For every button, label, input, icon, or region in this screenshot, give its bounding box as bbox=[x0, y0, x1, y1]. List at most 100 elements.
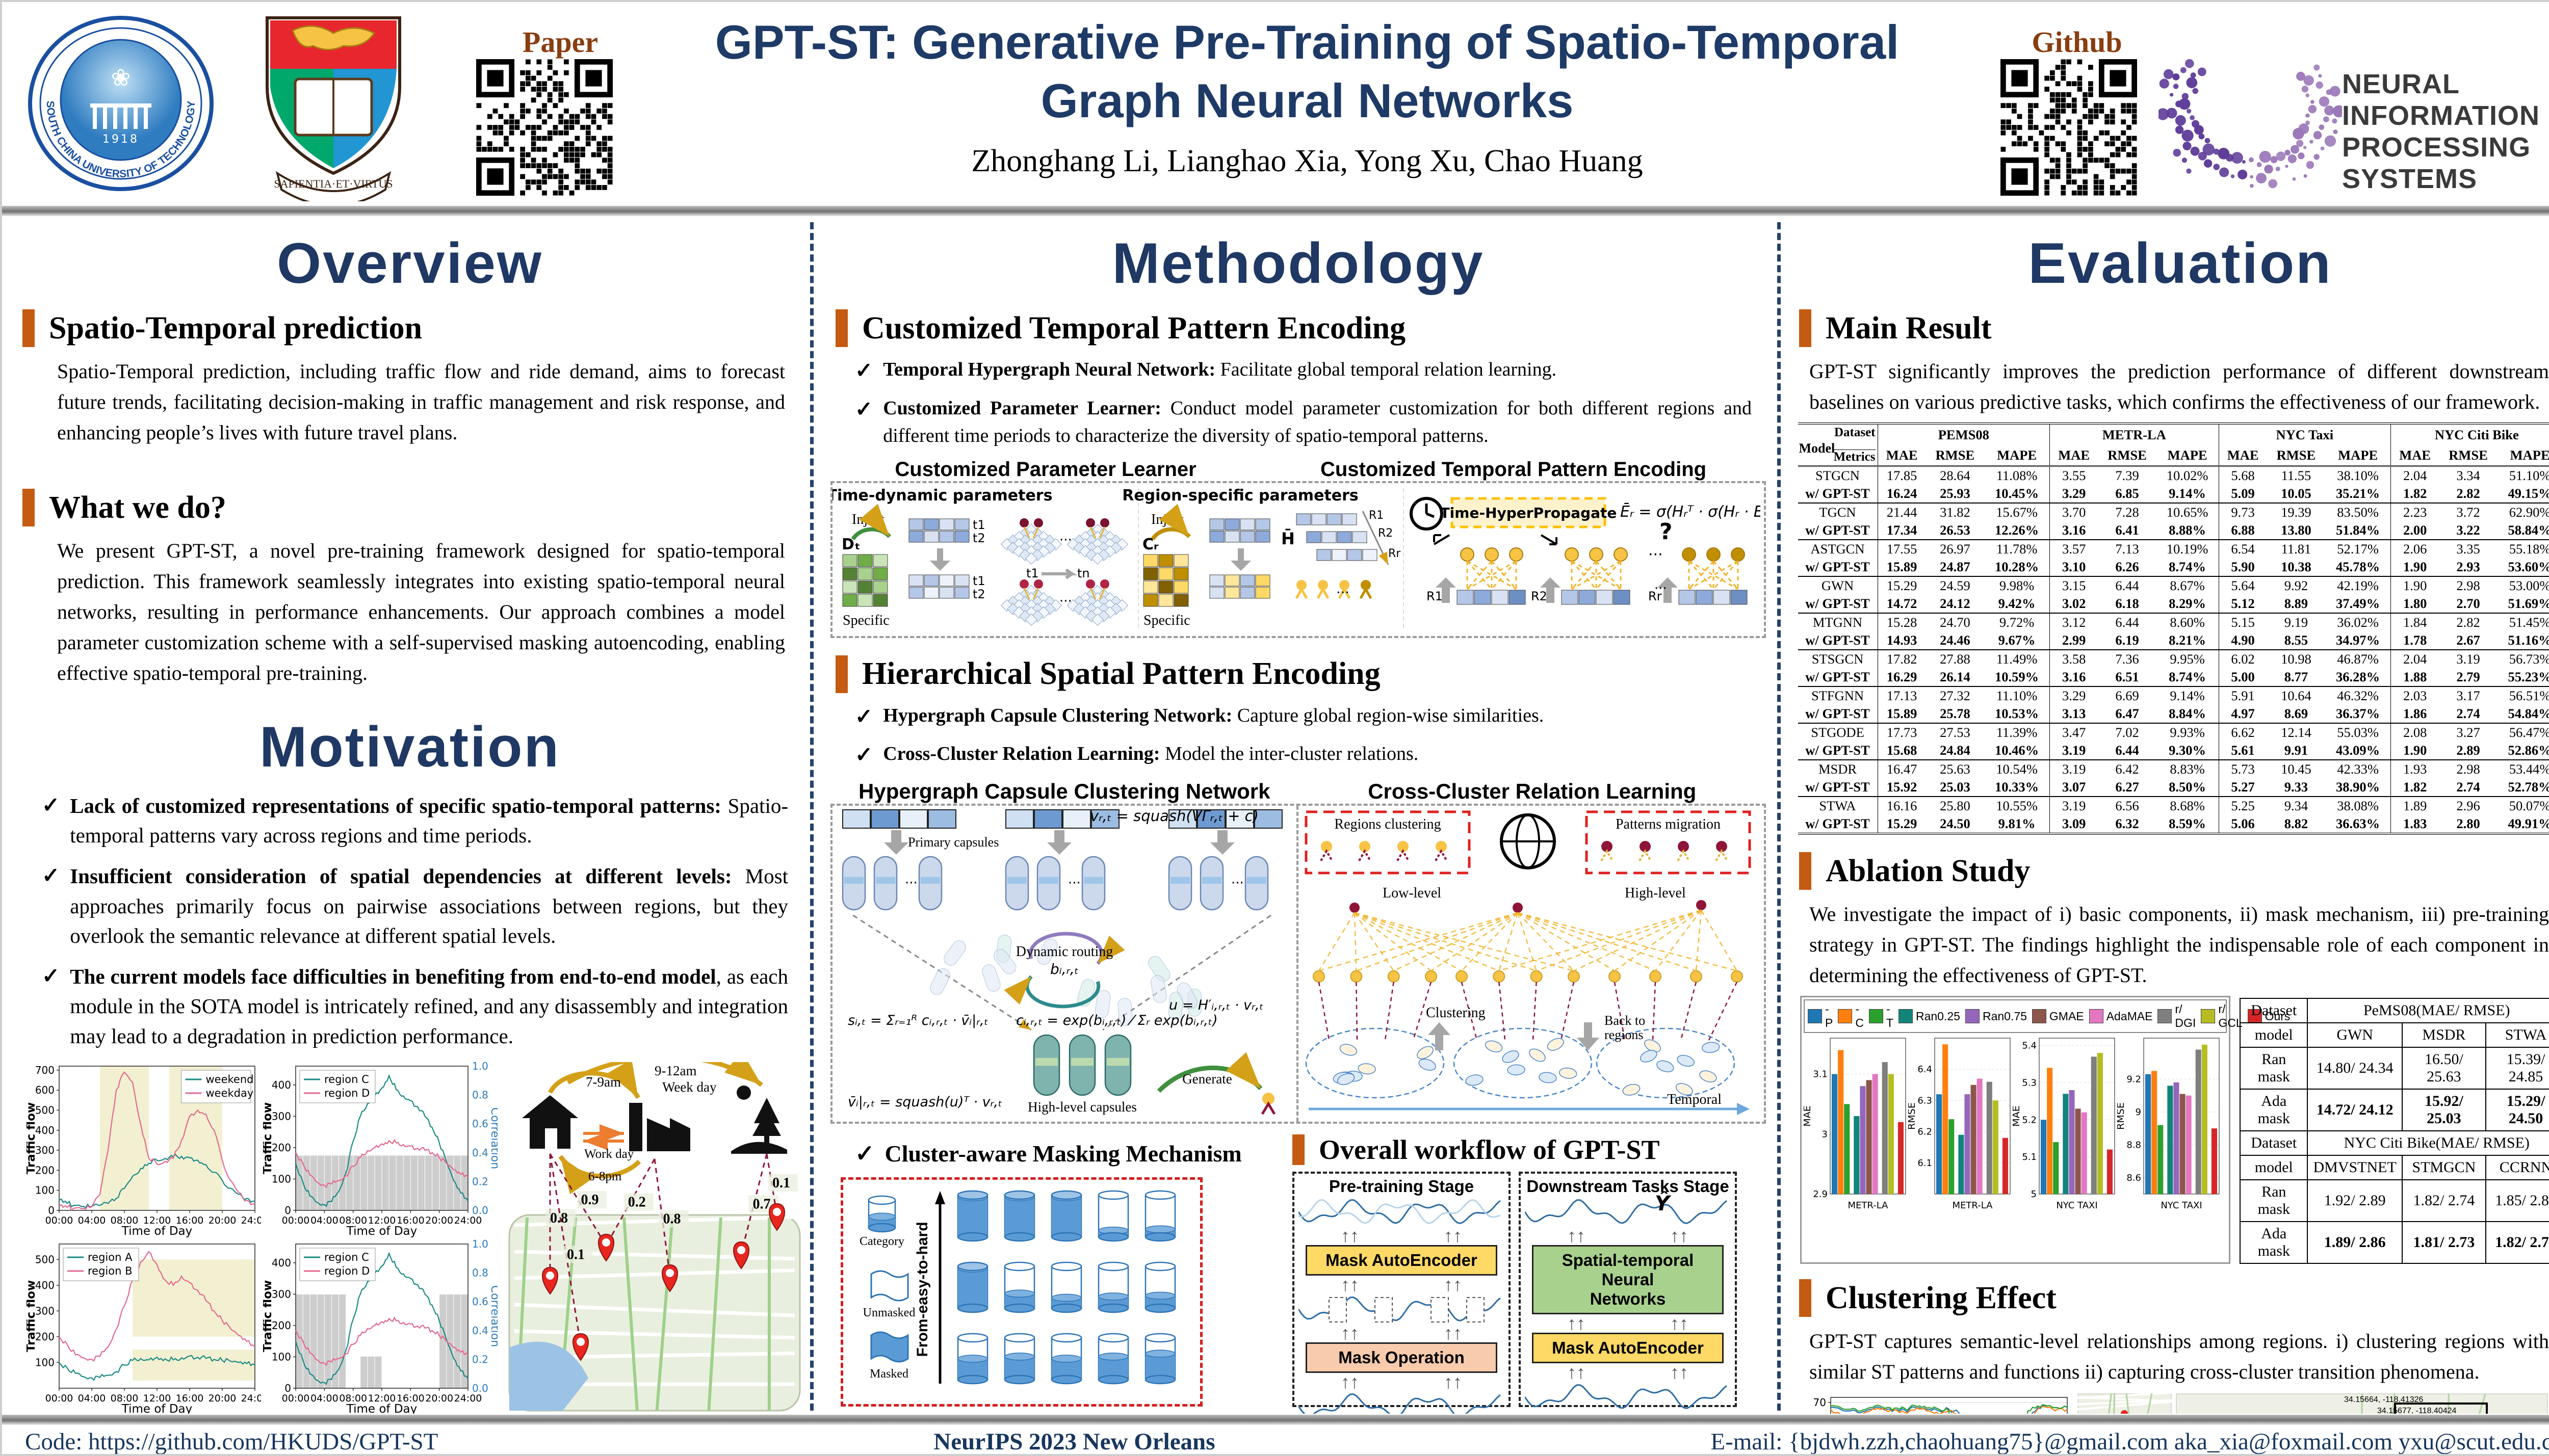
overview-paragraph-1: Spatio-Temporal prediction, including tr… bbox=[57, 360, 785, 444]
value-cell: 51.69% bbox=[2508, 596, 2549, 611]
ablation-cell: NYC Citi Bike(MAE/ RMSE) bbox=[2307, 1130, 2549, 1156]
value-cell: 27.53 bbox=[1940, 725, 1970, 740]
ablation-subplots: 2.9 3 3.1 METR-LA MAE 6.1 6.2 6.3 6.4 METR-LA RMSE… bbox=[1804, 1033, 2227, 1212]
mask-autoencoder-node: Mask AutoEncoder bbox=[1532, 1333, 1724, 1364]
value-cell: 17.55 bbox=[1886, 541, 1917, 557]
value-cell: 8.69 bbox=[2284, 706, 2308, 721]
value-cell: 24.59 bbox=[1940, 578, 1970, 593]
value-cell: 9.73 bbox=[2231, 505, 2255, 520]
svg-text:Dₜ: Dₜ bbox=[842, 536, 861, 553]
ablation-cell: 16.50/ 25.63 bbox=[2401, 1047, 2487, 1090]
svg-text:v̄ᵢ|ᵣ,ₜ = squash(u)ᵀ · vᵣ,ₜ: v̄ᵢ|ᵣ,ₜ = squash(u)ᵀ · vᵣ,ₜ bbox=[848, 1094, 1002, 1110]
bullet-lead: The current models face difficulties in … bbox=[70, 965, 716, 989]
value-cell: 24.87 bbox=[1940, 559, 1970, 574]
svg-text:❀: ❀ bbox=[111, 64, 131, 91]
value-cell: 55.03% bbox=[2325, 723, 2391, 742]
svg-text:region D: region D bbox=[324, 1087, 370, 1099]
value-cell: 10.55% bbox=[1984, 797, 2050, 815]
check-icon: ✓ bbox=[855, 705, 873, 729]
value-cell: 1.80 bbox=[2403, 596, 2427, 611]
svg-text:00:00: 00:00 bbox=[282, 1215, 310, 1226]
svg-text:0.7: 0.7 bbox=[753, 1196, 771, 1212]
svg-text:Low-level: Low-level bbox=[1383, 885, 1441, 901]
value-cell: 2.79 bbox=[2456, 669, 2480, 684]
footer-code-link[interactable]: Code: https://github.com/HKUDS/GPT-ST bbox=[25, 1428, 438, 1455]
svg-text:Unmasked: Unmasked bbox=[863, 1306, 916, 1319]
ablation-cell: GWN bbox=[2307, 1022, 2403, 1048]
value-cell: 5.06 bbox=[2231, 816, 2255, 831]
value-cell: 6.18 bbox=[2115, 596, 2139, 611]
svg-text:5: 5 bbox=[2031, 1189, 2037, 1200]
value-cell: 2.00 bbox=[2403, 522, 2427, 538]
model-name-cell: w/ GPT-ST bbox=[1798, 558, 1878, 576]
value-cell: 1.83 bbox=[2403, 816, 2427, 831]
svg-text:Rr: Rr bbox=[1388, 547, 1401, 560]
value-cell: 34.97% bbox=[2325, 631, 2391, 650]
svg-text:u = H′ᵢ,ᵣ,ₜ · vᵣ,ₜ: u = H′ᵢ,ᵣ,ₜ · vᵣ,ₜ bbox=[1169, 997, 1264, 1013]
value-cell: 5.12 bbox=[2231, 596, 2255, 611]
value-cell: 11.10% bbox=[1984, 686, 2050, 705]
svg-text:Masked: Masked bbox=[870, 1367, 908, 1381]
value-cell: 2.74 bbox=[2456, 779, 2480, 795]
value-cell: 11.49% bbox=[1984, 650, 2050, 668]
value-cell: 36.02% bbox=[2325, 613, 2391, 631]
value-cell: 9.95% bbox=[2156, 650, 2219, 668]
svg-text:6-8pm: 6-8pm bbox=[588, 1170, 622, 1183]
workflow-block: Overall workflow of GPT-ST Pre-training … bbox=[1292, 1134, 1754, 1414]
value-cell: 24.50 bbox=[1940, 816, 1970, 831]
metric-header: RMSE bbox=[2449, 447, 2488, 463]
value-cell: 8.74% bbox=[2156, 668, 2219, 686]
metric-header: MAE bbox=[2399, 447, 2431, 463]
table-row: STFGNN 17.13 27.32 11.10% 3.29 6.69 9.14% 5.91 1… bbox=[1798, 686, 2549, 705]
value-cell: 83.50% bbox=[2325, 503, 2391, 521]
table-row: STSGCN 17.82 27.88 11.49% 3.58 7.36 9.95% 6.02 1… bbox=[1798, 650, 2549, 668]
value-cell: 3.72 bbox=[2456, 505, 2480, 520]
svg-text:8.6: 8.6 bbox=[2126, 1173, 2141, 1183]
ablation-cell: 1.89/ 2.86 bbox=[2307, 1221, 2403, 1264]
ablation-figure: -P -C -T Ran0.25 Ran0.75 GMAE AdaMAE r/ DGI r/ G… bbox=[1794, 996, 2549, 1264]
value-cell: 36.28% bbox=[2325, 668, 2391, 686]
ablation-cell: STMGCN bbox=[2401, 1155, 2487, 1180]
value-cell: 49.15% bbox=[2508, 486, 2549, 501]
hypergraph-capsule-diagram: Primary capsules vᵣ,ₜ = squash(VΓᵣ,ₜ + c)… bbox=[833, 806, 1296, 1122]
section-bar bbox=[836, 655, 848, 693]
svg-text:0.8: 0.8 bbox=[663, 1211, 681, 1227]
svg-text:9.2: 9.2 bbox=[2126, 1074, 2141, 1085]
section-header-st-prediction: Spatio-Temporal prediction bbox=[22, 309, 802, 347]
check-icon: ✓ bbox=[855, 1140, 875, 1167]
model-name-cell: ASTGCN bbox=[1798, 540, 1878, 558]
value-cell: 6.42 bbox=[2115, 761, 2139, 777]
traffic-speed-chart: 01020304050607000:0004:0008:0012:0016:00… bbox=[1798, 1393, 2073, 1414]
svg-text:t1: t1 bbox=[973, 518, 985, 532]
value-cell: 9.98% bbox=[1984, 576, 2050, 595]
coordinate-label: 34.15677, -118.40424 bbox=[2377, 1407, 2457, 1414]
chart-svg: 0 100 200 300 400 0.0 0.2 0.4 0.6 0.8 1.0 00:00 04:0… bbox=[263, 1240, 498, 1414]
svg-text:Correlation: Correlation bbox=[488, 1285, 498, 1347]
ablation-cell: 14.80/ 24.34 bbox=[2307, 1047, 2403, 1090]
value-cell: 5.00 bbox=[2231, 669, 2255, 684]
value-cell: 3.07 bbox=[2062, 779, 2086, 795]
metric-header: MAPE bbox=[2156, 445, 2219, 466]
masking-block: ✓ Cluster-aware Masking Mechanism Catego… bbox=[830, 1134, 1279, 1407]
svg-text:0: 0 bbox=[48, 1204, 55, 1216]
section-title: Customized Temporal Pattern Encoding bbox=[862, 310, 1406, 346]
value-cell: 12.14 bbox=[2281, 725, 2311, 740]
downstream-stage-title: Downstream Tasks Stage bbox=[1526, 1176, 1729, 1196]
section-header-clustering: Clustering Effect bbox=[1799, 1279, 2549, 1317]
bar-subplot: 2.9 3 3.1 METR-LA MAE bbox=[1804, 1038, 1906, 1211]
svg-text:R1: R1 bbox=[1426, 589, 1443, 603]
dataset-header: NYC Citi Bike bbox=[2434, 427, 2519, 442]
svg-text:…: … bbox=[1336, 581, 1349, 597]
ablation-cell: 1.82/ 2.77 bbox=[2485, 1221, 2549, 1264]
value-cell: 56.47% bbox=[2509, 725, 2549, 740]
dataset-header: METR-LA bbox=[2049, 423, 2219, 445]
svg-text:300: 300 bbox=[35, 1144, 55, 1156]
ablation-cell: 14.72/ 24.12 bbox=[2307, 1089, 2403, 1131]
value-cell: 55.18% bbox=[2509, 541, 2549, 557]
value-cell: 10.45 bbox=[2281, 761, 2311, 777]
svg-text:High-level: High-level bbox=[1625, 885, 1686, 901]
check-icon: ✓ bbox=[855, 359, 873, 383]
section-bar bbox=[836, 309, 848, 347]
